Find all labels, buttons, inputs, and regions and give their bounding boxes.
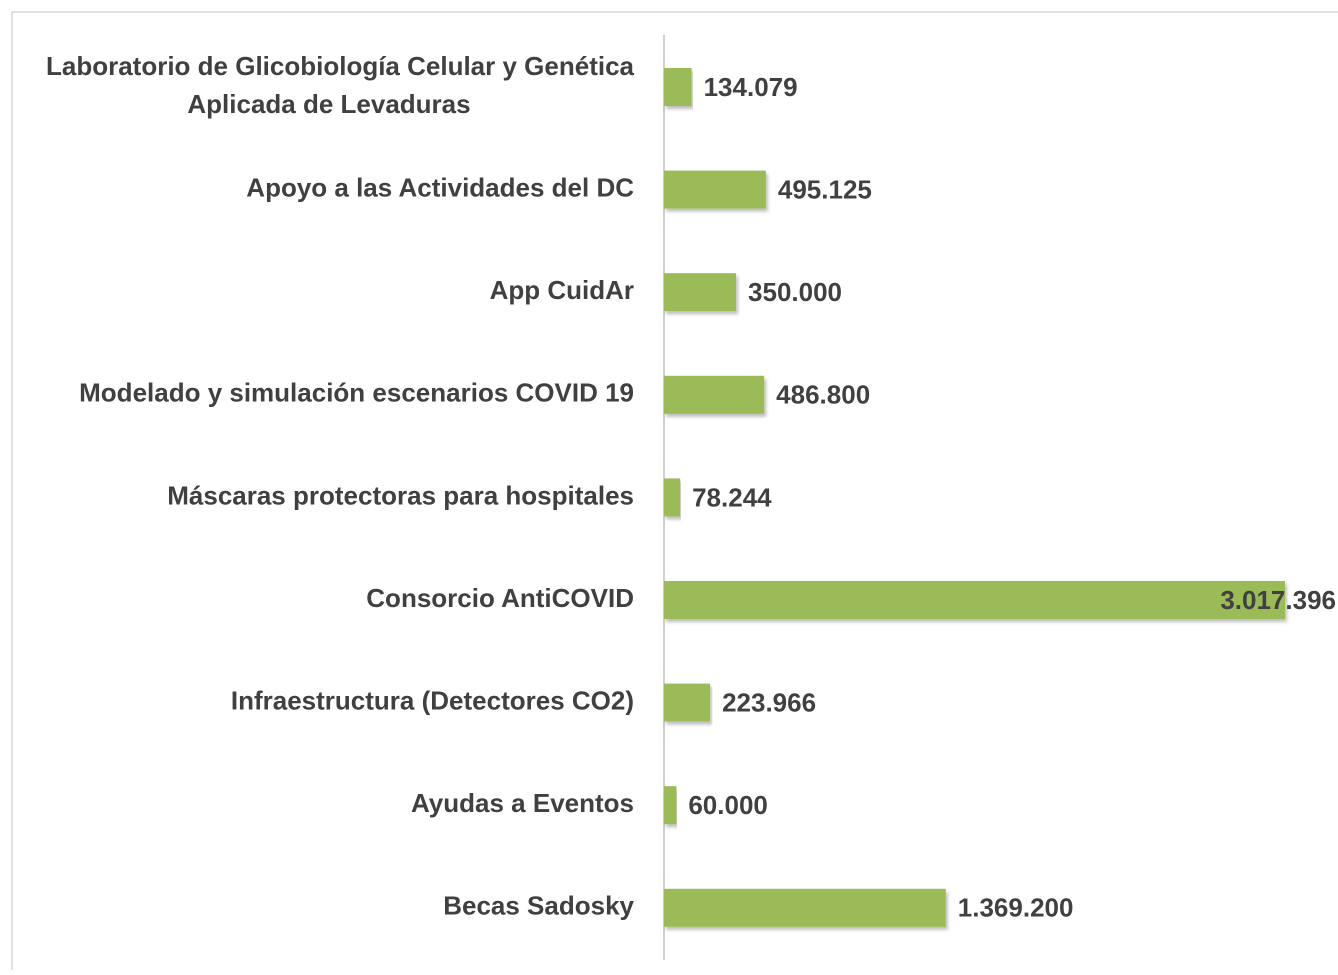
category-label: Laboratorio de Glicobiología Celular y G…: [46, 51, 635, 119]
category-label: Becas Sadosky: [443, 891, 634, 921]
value-label: 486.800: [776, 380, 870, 410]
category-label: Consorcio AntiCOVID: [366, 583, 634, 613]
category-label: Infraestructura (Detectores CO2): [231, 685, 634, 715]
value-label: 495.125: [778, 174, 872, 204]
value-label: 3.017.396: [1220, 585, 1336, 615]
category-label: App CuidAr: [490, 275, 634, 305]
category-label: Apoyo a las Actividades del DC: [246, 172, 634, 202]
bar: [664, 888, 946, 927]
value-label: 223.966: [722, 687, 816, 717]
bar: [664, 478, 681, 517]
value-label: 350.000: [748, 277, 842, 307]
category-label: Modelado y simulación escenarios COVID 1…: [79, 378, 634, 408]
value-label: 134.079: [704, 72, 798, 102]
value-label: 78.244: [692, 482, 772, 512]
value-label: 60.000: [688, 790, 768, 820]
bar: [664, 170, 766, 209]
category-label: Máscaras protectoras para hospitales: [167, 480, 634, 510]
bar: [664, 273, 737, 312]
bar: [664, 683, 711, 722]
bar: [664, 581, 1285, 619]
bar: [664, 68, 692, 106]
bar: [664, 375, 765, 414]
value-label: 1.369.200: [958, 893, 1074, 923]
bar: [664, 786, 677, 825]
chart-frame: [11, 11, 1338, 970]
category-label: Ayudas a Eventos: [411, 788, 634, 818]
